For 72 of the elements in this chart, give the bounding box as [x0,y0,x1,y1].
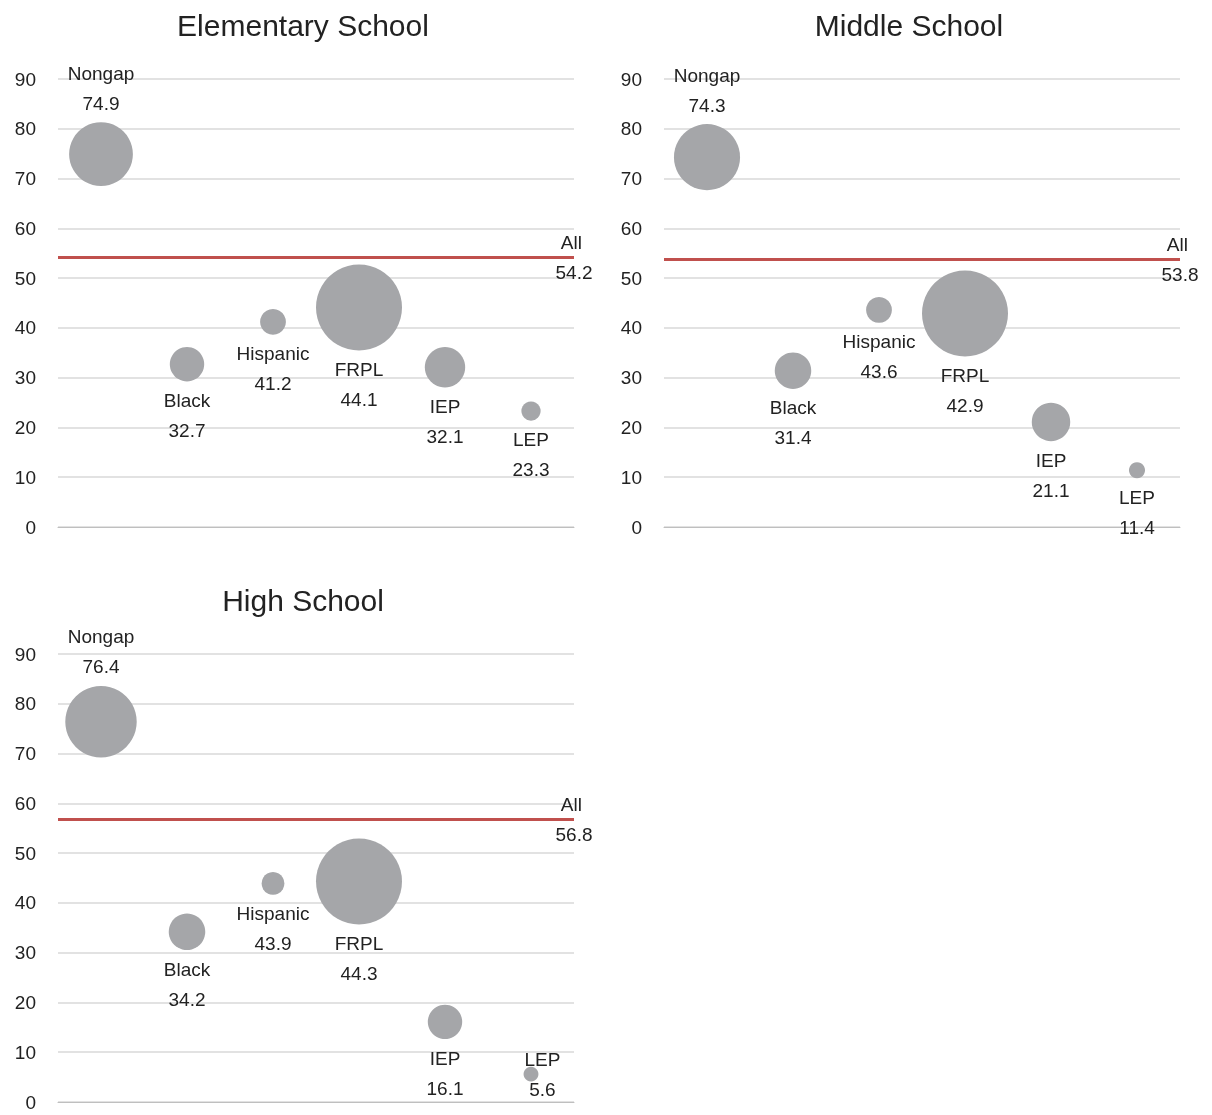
data-label: 21.1 [1032,479,1070,501]
x-tick-label: LEP [1119,486,1155,508]
y-tick-label: 90 [14,68,36,90]
x-tick-label: IEP [1035,449,1067,471]
y-tick-label: 30 [14,367,36,389]
x-tick-label: Black [163,389,211,411]
y-tick-label: 20 [14,991,36,1013]
x-tick-label: LEP [524,1048,561,1070]
y-tick-label: 10 [14,466,36,488]
x-tick-label: Black [163,958,211,980]
x-tick-label: Black [769,397,817,419]
chart-title: Middle School [814,8,1004,42]
data-label: 31.4 [774,427,812,449]
data-label: 34.2 [168,988,206,1010]
x-tick-label: Hispanic [842,331,916,353]
x-tick-label: FRPL [940,364,990,386]
data-label: 43.9 [254,933,292,955]
data-label: 5.6 [529,1078,556,1100]
data-label: 41.2 [254,373,292,395]
chart-title: Elementary School [177,8,429,42]
data-label: 16.1 [426,1077,464,1099]
y-tick-label: 0 [631,516,642,538]
y-tick-label: 40 [620,317,642,339]
data-label: 23.3 [512,459,550,481]
y-tick-label: 60 [620,217,642,239]
x-tick-label: Nongap [673,64,741,86]
ref-line-label: All 53.8 [1161,233,1199,285]
x-tick-label: FRPL [334,358,384,380]
x-tick-label: LEP [513,429,549,451]
y-tick-label: 60 [14,792,36,814]
y-tick-label: 10 [14,1041,36,1063]
y-tick-label: 0 [25,1091,36,1113]
data-label: 74.9 [82,92,120,114]
y-tick-label: 50 [14,842,36,864]
y-tick-label: 80 [14,693,36,715]
y-tick-label: 50 [14,267,36,289]
y-tick-label: 90 [14,643,36,665]
y-tick-label: 40 [14,317,36,339]
data-label: 74.3 [688,94,726,116]
y-tick-label: 70 [620,168,642,190]
y-tick-label: 30 [14,942,36,964]
data-label: 11.4 [1119,516,1156,538]
x-tick-label: Nongap [67,62,135,84]
ref-line-label: All 56.8 [555,793,593,845]
data-label: 32.1 [426,425,464,447]
x-tick-label: IEP [429,395,461,417]
ref-line-label: All 54.2 [555,231,593,283]
x-tick-label: IEP [429,1047,461,1069]
x-tick-label: Nongap [67,626,135,648]
y-tick-label: 80 [14,118,36,140]
y-tick-label: 80 [620,118,642,140]
y-tick-label: 50 [620,267,642,289]
data-label: 44.1 [340,388,378,410]
data-label: 32.7 [168,419,206,441]
y-tick-label: 90 [620,68,642,90]
x-tick-label: FRPL [334,932,384,954]
y-tick-label: 20 [620,416,642,438]
data-label: 43.6 [860,361,898,383]
data-label: 76.4 [82,656,120,678]
y-tick-label: 10 [620,466,642,488]
y-tick-label: 20 [14,416,36,438]
y-tick-label: 70 [14,743,36,765]
chart-title: High School [222,583,384,617]
y-tick-label: 60 [14,217,36,239]
x-tick-label: Hispanic [236,903,310,925]
x-tick-label: Hispanic [236,343,310,365]
data-label: 44.3 [340,962,378,984]
y-tick-label: 0 [25,516,36,538]
y-tick-label: 30 [620,367,642,389]
y-tick-label: 40 [14,892,36,914]
y-tick-label: 70 [14,168,36,190]
data-label: 42.9 [946,394,984,416]
